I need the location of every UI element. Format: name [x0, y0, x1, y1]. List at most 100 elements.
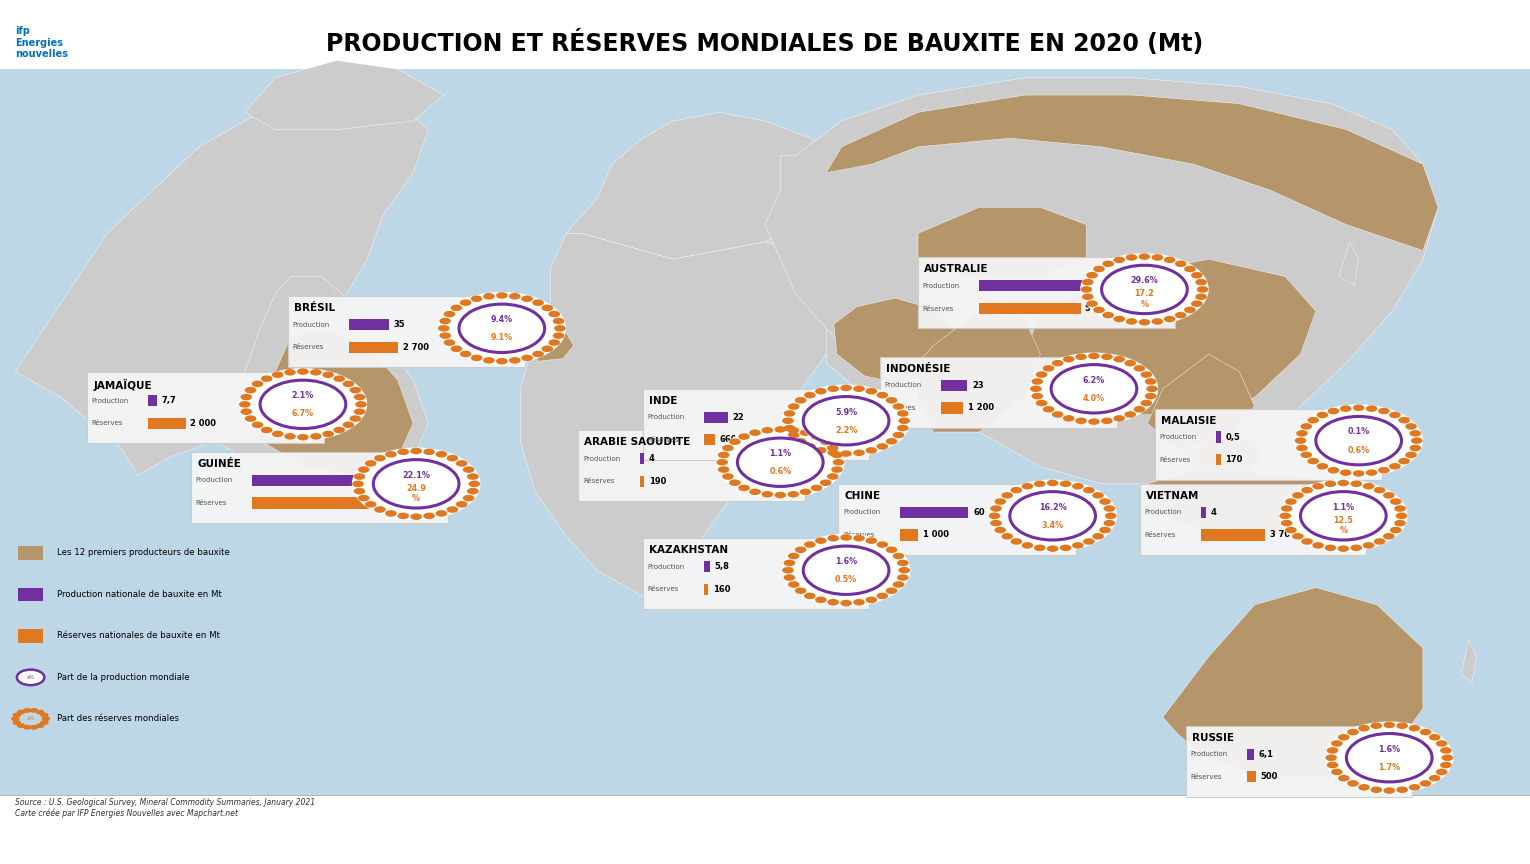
Circle shape — [410, 513, 422, 520]
FancyBboxPatch shape — [880, 357, 1117, 428]
Circle shape — [1435, 769, 1447, 775]
Bar — [979, 303, 1080, 314]
Circle shape — [266, 384, 340, 425]
Circle shape — [750, 488, 760, 495]
Circle shape — [854, 385, 864, 392]
Circle shape — [1114, 415, 1125, 422]
Circle shape — [794, 397, 806, 403]
Circle shape — [11, 716, 20, 721]
Circle shape — [840, 384, 852, 391]
Circle shape — [1300, 452, 1313, 458]
Bar — [1216, 454, 1221, 466]
Circle shape — [739, 485, 750, 492]
Circle shape — [1092, 492, 1105, 499]
Circle shape — [744, 442, 817, 483]
Text: x%: x% — [26, 675, 35, 680]
Circle shape — [1184, 266, 1196, 272]
Circle shape — [990, 505, 1002, 511]
Polygon shape — [1025, 259, 1316, 415]
Circle shape — [897, 410, 909, 416]
Circle shape — [1083, 538, 1094, 545]
Circle shape — [532, 351, 543, 358]
Circle shape — [1371, 722, 1382, 729]
Circle shape — [1296, 445, 1308, 451]
Circle shape — [1114, 356, 1125, 363]
FancyBboxPatch shape — [578, 430, 805, 501]
Circle shape — [1405, 452, 1417, 458]
Circle shape — [788, 427, 799, 434]
Circle shape — [12, 721, 21, 725]
Polygon shape — [834, 298, 956, 384]
Circle shape — [1152, 254, 1163, 261]
Circle shape — [1340, 405, 1351, 412]
Circle shape — [1383, 533, 1395, 539]
Circle shape — [805, 443, 815, 450]
Circle shape — [1389, 527, 1401, 533]
FancyBboxPatch shape — [288, 296, 525, 367]
Circle shape — [1088, 353, 1100, 359]
Circle shape — [1441, 754, 1454, 761]
Circle shape — [877, 593, 887, 600]
Circle shape — [750, 429, 760, 436]
Circle shape — [1353, 737, 1426, 778]
Polygon shape — [1339, 242, 1359, 285]
Text: 22.1%: 22.1% — [402, 471, 430, 480]
Circle shape — [1395, 512, 1408, 519]
Bar — [18, 588, 43, 601]
Text: Production: Production — [647, 563, 684, 569]
Text: Part de la production mondiale: Part de la production mondiale — [57, 673, 190, 682]
Circle shape — [988, 512, 1001, 519]
Circle shape — [245, 416, 257, 422]
Circle shape — [1125, 359, 1135, 366]
Circle shape — [386, 451, 396, 458]
Circle shape — [353, 488, 366, 494]
Circle shape — [1031, 378, 1043, 384]
Bar — [0, 69, 1530, 795]
Circle shape — [788, 491, 799, 498]
Circle shape — [1285, 499, 1297, 505]
Circle shape — [1007, 490, 1099, 542]
Circle shape — [1073, 542, 1083, 549]
Circle shape — [334, 427, 344, 434]
Circle shape — [436, 510, 447, 517]
Text: 160: 160 — [713, 585, 730, 594]
Circle shape — [1440, 762, 1452, 768]
Text: 9.1%: 9.1% — [491, 334, 513, 342]
Circle shape — [1099, 499, 1111, 505]
Circle shape — [1346, 734, 1432, 782]
Polygon shape — [566, 112, 857, 259]
Circle shape — [468, 480, 480, 487]
Circle shape — [800, 544, 892, 596]
Circle shape — [483, 357, 494, 364]
Circle shape — [548, 311, 560, 317]
Circle shape — [809, 400, 883, 442]
Circle shape — [349, 387, 361, 393]
Circle shape — [866, 388, 877, 395]
Circle shape — [272, 430, 283, 437]
Circle shape — [1164, 315, 1175, 322]
Circle shape — [1405, 423, 1417, 429]
Circle shape — [239, 368, 367, 441]
Circle shape — [450, 305, 462, 311]
Circle shape — [1175, 312, 1186, 319]
Circle shape — [1051, 365, 1137, 413]
Text: 22: 22 — [733, 413, 744, 422]
Circle shape — [828, 535, 838, 542]
Circle shape — [800, 488, 811, 495]
Circle shape — [355, 401, 367, 408]
Circle shape — [1022, 483, 1033, 490]
Bar — [900, 530, 918, 541]
Circle shape — [1036, 372, 1048, 378]
Circle shape — [1379, 467, 1389, 473]
Circle shape — [41, 716, 50, 721]
Circle shape — [716, 426, 845, 499]
Text: Production: Production — [843, 509, 880, 515]
Bar — [1216, 431, 1221, 442]
Circle shape — [1279, 480, 1408, 552]
Circle shape — [788, 403, 800, 410]
Text: 0.6%: 0.6% — [1348, 446, 1369, 454]
Circle shape — [828, 385, 838, 392]
Text: Réserves: Réserves — [1190, 774, 1222, 780]
Circle shape — [716, 459, 728, 466]
Text: Source : U.S. Geological Survey, Mineral Commodity Summaries, January 2021
Carte: Source : U.S. Geological Survey, Mineral… — [15, 798, 315, 818]
